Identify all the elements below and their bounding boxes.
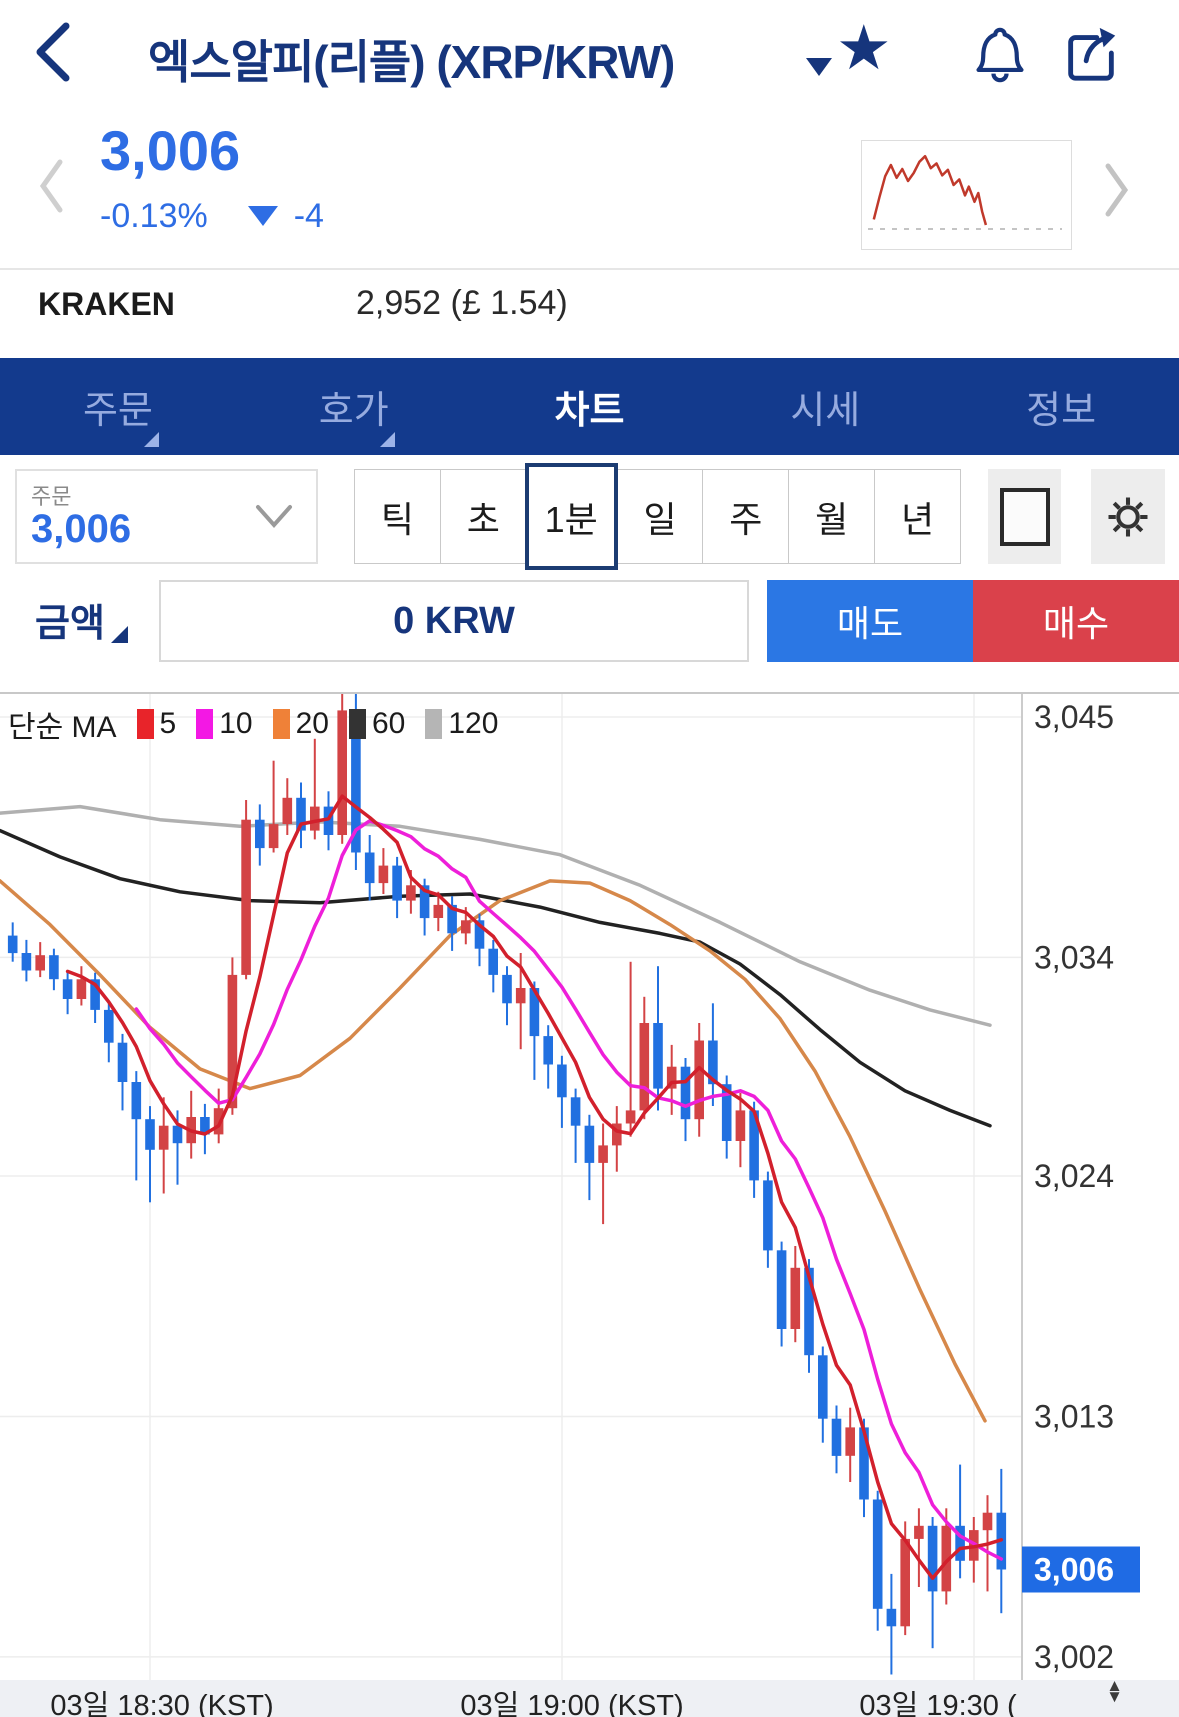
timeframe-틱[interactable]: 틱 xyxy=(355,470,440,563)
ma-period: 10 xyxy=(219,707,253,740)
tab-label: 차트 xyxy=(554,390,625,432)
tab-label: 호가 xyxy=(318,390,389,432)
timeframe-일[interactable]: 일 xyxy=(616,470,703,563)
tab-label: 주문 xyxy=(82,390,153,432)
mini-sparkline[interactable] xyxy=(861,140,1072,250)
axis-scale-toggle-icon[interactable]: ▲ ▼ xyxy=(1106,1676,1123,1706)
amount-label: 금액 xyxy=(35,603,105,645)
price-axis-label: 3,013 xyxy=(1034,1398,1114,1434)
ma-legend: 단순 MA 5 10 20 60 120 xyxy=(8,702,498,746)
exchange-name: KRAKEN xyxy=(38,286,175,322)
order-dropdown-label: 주문 xyxy=(31,484,72,509)
ma-color-swatch-icon xyxy=(348,709,366,739)
down-triangle-icon xyxy=(247,206,278,226)
page-title[interactable]: 엑스알피(리플) (XRP/KRW) xyxy=(148,36,675,88)
prev-market-chevron-icon[interactable] xyxy=(38,158,64,214)
tab-dropdown-caret-icon xyxy=(143,432,159,447)
timeframe-selector: 틱 초 1분 일 주 월 년 xyxy=(354,463,961,570)
ma-color-swatch-icon xyxy=(425,709,443,739)
ma-color-swatch-icon xyxy=(196,709,214,739)
amount-input[interactable]: 0 KRW xyxy=(159,580,749,662)
ma-period: 20 xyxy=(295,707,329,740)
tab-chart[interactable]: 차트 xyxy=(472,358,708,455)
tab-label: 시세 xyxy=(790,390,861,432)
price-change-row: -0.13% -4 xyxy=(100,196,324,236)
alert-bell-icon[interactable] xyxy=(972,24,1028,86)
chart-settings-button[interactable] xyxy=(1091,469,1165,564)
time-axis-label: 03일 19:30 ( xyxy=(859,1690,1017,1717)
chart-area: 단순 MA 5 10 20 60 120 3,045 3,034 3,024 3,013 3,00… xyxy=(0,692,1179,1680)
ma-period: 5 xyxy=(159,707,177,740)
time-axis-bar: 03일 18:30 (KST) 03일 19:00 (KST) 03일 19:30 … xyxy=(0,1680,1179,1717)
tab-quotes[interactable]: 시세 xyxy=(707,358,943,455)
ma-color-swatch-icon xyxy=(136,709,154,739)
ma-legend-item: 5 xyxy=(136,707,177,741)
exchange-price: 2,952 (£ 1.54) xyxy=(356,284,568,322)
change-value: -4 xyxy=(293,196,324,235)
timeframe-1분[interactable]: 1분 xyxy=(524,463,618,570)
ma-period: 120 xyxy=(448,707,499,740)
amount-type-dropdown[interactable]: 금액 xyxy=(35,592,128,647)
order-price-dropdown[interactable]: 주문 3,006 xyxy=(15,469,318,564)
change-percent: -0.13% xyxy=(100,196,208,235)
favorite-star-icon[interactable]: ★ xyxy=(836,14,892,83)
candlestick-chart[interactable]: 3,045 3,034 3,024 3,013 3,002 3,006 xyxy=(0,694,1179,1680)
next-market-chevron-icon[interactable] xyxy=(1104,162,1130,218)
price-axis-label: 3,045 xyxy=(1034,699,1114,735)
time-axis-label: 03일 18:30 (KST) xyxy=(50,1690,274,1717)
time-axis-label: 03일 19:00 (KST) xyxy=(460,1690,684,1717)
price-axis-label: 3,024 xyxy=(1034,1158,1114,1194)
tab-label: 정보 xyxy=(1026,390,1097,432)
timeframe-월[interactable]: 월 xyxy=(788,470,875,563)
price-axis-label: 3,034 xyxy=(1034,939,1114,975)
ma-legend-item: 20 xyxy=(272,707,329,741)
buy-button[interactable]: 매수 xyxy=(973,580,1179,662)
nav-tabbar: 주문 호가 차트 시세 정보 xyxy=(0,358,1179,455)
chart-option-checkbox[interactable] xyxy=(988,469,1061,564)
timeframe-년[interactable]: 년 xyxy=(874,470,961,563)
current-price-tag: 3,006 xyxy=(1034,1552,1114,1588)
current-price: 3,006 xyxy=(100,119,241,182)
price-axis-label: 3,002 xyxy=(1034,1639,1114,1675)
ma-legend-title: 단순 MA xyxy=(8,711,117,744)
divider xyxy=(0,268,1179,270)
chevron-down-icon xyxy=(256,505,292,529)
ma-legend-item: 60 xyxy=(348,707,406,741)
ma-period: 60 xyxy=(371,707,406,740)
back-icon[interactable] xyxy=(30,20,74,84)
timeframe-초[interactable]: 초 xyxy=(439,470,526,563)
ma-legend-item: 120 xyxy=(425,707,498,741)
tab-dropdown-caret-icon xyxy=(379,432,395,447)
tab-orderbook[interactable]: 호가 xyxy=(236,358,472,455)
timeframe-주[interactable]: 주 xyxy=(702,470,789,563)
tab-order[interactable]: 주문 xyxy=(0,358,236,455)
amount-caret-icon xyxy=(110,626,128,643)
tab-info[interactable]: 정보 xyxy=(943,358,1179,455)
sell-button[interactable]: 매도 xyxy=(767,580,973,662)
gear-icon xyxy=(1108,497,1148,536)
ma-color-swatch-icon xyxy=(272,709,290,739)
order-dropdown-value: 3,006 xyxy=(31,507,132,551)
ma-legend-item: 10 xyxy=(196,707,253,741)
market-dropdown-caret-icon[interactable] xyxy=(806,58,832,76)
share-icon[interactable] xyxy=(1060,22,1122,86)
checkbox-icon xyxy=(999,487,1050,546)
